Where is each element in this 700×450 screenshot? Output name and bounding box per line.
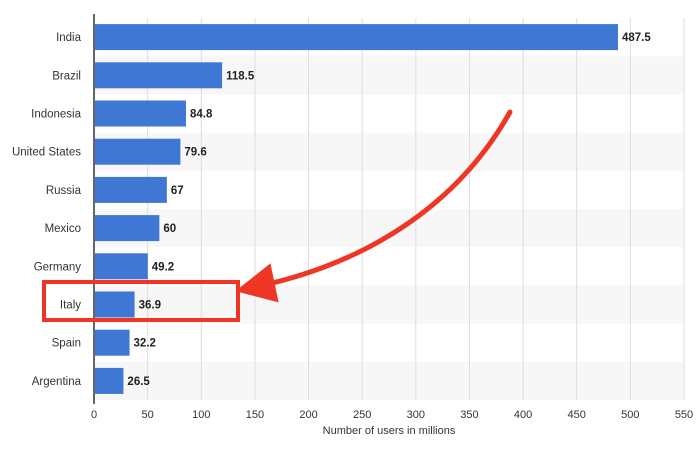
value-label-indonesia: 84.8: [190, 109, 213, 121]
row-band-mexico: [94, 209, 684, 248]
value-label-russia: 67: [171, 185, 184, 197]
bar-spain: [95, 329, 130, 356]
category-label-india: India: [56, 32, 82, 44]
bar-india: [95, 24, 618, 51]
x-axis-title: Number of users in millions: [323, 425, 456, 437]
value-label-spain: 32.2: [134, 338, 156, 350]
category-label-italy: Italy: [60, 300, 81, 312]
x-tick-label-450: 450: [568, 409, 586, 421]
row-band-argentina: [94, 361, 684, 400]
category-label-argentina: Argentina: [32, 376, 82, 388]
bars-layer: [95, 24, 618, 394]
category-label-brazil: Brazil: [52, 70, 81, 82]
labels-layer: India 487.5 Brazil 118.5 Indonesia 84.8 United…: [12, 32, 651, 388]
bar-mexico: [95, 215, 160, 242]
x-tick-label-50: 50: [142, 409, 154, 421]
annotation-arrow: [235, 109, 513, 303]
value-label-argentina: 26.5: [127, 376, 150, 388]
value-label-germany: 49.2: [152, 261, 174, 273]
x-tick-label-500: 500: [621, 409, 639, 421]
category-label-spain: Spain: [52, 338, 81, 350]
x-tick-label-150: 150: [246, 409, 264, 421]
x-tick-label-550: 550: [675, 409, 693, 421]
x-tick-label-400: 400: [514, 409, 532, 421]
bar-indonesia: [95, 100, 186, 127]
x-tick-label-250: 250: [353, 409, 371, 421]
bar-brazil: [95, 62, 223, 89]
x-tick-label-200: 200: [299, 409, 317, 421]
x-tick-label-300: 300: [407, 409, 425, 421]
bar-germany: [95, 253, 148, 280]
value-label-mexico: 60: [163, 223, 176, 235]
category-label-russia: Russia: [46, 185, 82, 197]
bar-argentina: [95, 367, 124, 394]
category-label-indonesia: Indonesia: [31, 109, 81, 121]
x-tick-label-100: 100: [192, 409, 210, 421]
row-band-italy: [94, 285, 684, 324]
x-tick-label-0: 0: [91, 409, 97, 421]
axis-layer: 0 50 100 150 200 250 300 350 400 450 500 550: [91, 14, 693, 421]
category-label-germany: Germany: [34, 261, 82, 273]
value-label-india: 487.5: [622, 32, 651, 44]
x-tick-label-350: 350: [460, 409, 478, 421]
category-label-united-states: United States: [12, 147, 81, 159]
bar-italy: [95, 291, 135, 318]
category-label-mexico: Mexico: [45, 223, 81, 235]
value-label-italy: 36.9: [139, 300, 161, 312]
bar-united-states: [95, 138, 181, 165]
row-band-united-states: [94, 132, 684, 171]
row-bands-layer: [94, 56, 684, 400]
gridlines-layer: [147, 18, 685, 400]
bar-russia: [95, 176, 167, 203]
value-label-brazil: 118.5: [226, 70, 255, 82]
value-label-united-states: 79.6: [184, 147, 206, 159]
